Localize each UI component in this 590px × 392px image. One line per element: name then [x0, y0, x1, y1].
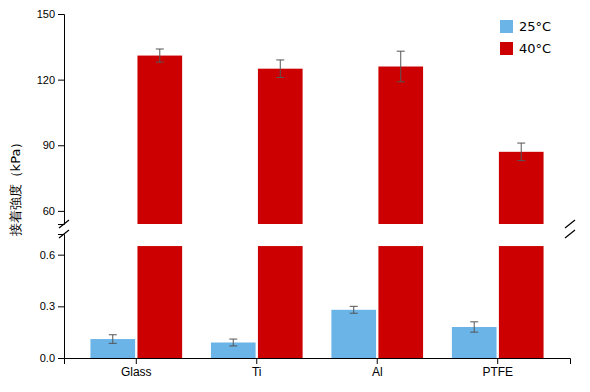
legend-item: 40°C: [500, 41, 551, 56]
y-axis-line: [58, 235, 65, 359]
error-bar: [517, 143, 525, 161]
x-tick-mark: [377, 358, 378, 364]
error-bar: [276, 60, 284, 78]
y-tick-mark: [58, 14, 64, 15]
y-tick: 0.6: [40, 249, 64, 261]
legend-swatch: [500, 20, 513, 33]
x-tick-label: PTFE: [482, 365, 513, 379]
x-tick: PTFE: [482, 358, 513, 379]
y-axis-line: [58, 15, 65, 225]
x-tick-mark: [497, 358, 498, 364]
y-axis: 60 90 120 150: [37, 8, 65, 224]
x-tick-label: Ti: [252, 365, 262, 379]
axis-break: [59, 230, 69, 238]
x-tick-label: Al: [372, 365, 383, 379]
bar: [258, 246, 303, 358]
y-tick-label: 0.3: [40, 300, 55, 312]
error-bar: [397, 51, 405, 82]
panel: 0.0 0.3 0.6 Glass Ti Al PTFE: [40, 230, 575, 379]
bar: [258, 69, 303, 224]
bar: [499, 246, 544, 358]
legend-item: 25°C: [500, 19, 551, 34]
y-tick-mark: [58, 358, 64, 359]
y-tick-label: 150: [37, 8, 55, 20]
x-tick: Ti: [252, 358, 262, 379]
error-bar: [156, 49, 164, 62]
plot-area: [90, 246, 543, 358]
x-tick: Al: [372, 358, 383, 379]
y-tick: 60: [43, 205, 64, 217]
y-tick-mark: [58, 80, 64, 81]
axis-break: [565, 230, 575, 238]
y-tick-mark: [58, 145, 64, 146]
x-tick: Glass: [121, 358, 152, 379]
y-tick-label: 120: [37, 74, 55, 86]
y-tick-label: 60: [43, 205, 55, 217]
y-axis-title: 接着強度（kPa）: [8, 136, 23, 237]
y-tick: 0.0: [40, 352, 64, 364]
x-axis: Glass Ti Al PTFE: [65, 358, 571, 379]
y-axis: 0.0 0.3 0.6: [40, 235, 65, 365]
x-tick-mark: [136, 358, 137, 364]
legend-swatch: [500, 42, 513, 55]
y-tick-mark: [58, 306, 64, 307]
axis-break: [565, 220, 575, 228]
chart: 60 90 120 150 0.0 0.3 0.6 Glass Ti Al PTFE 接着強度（kPa…: [0, 0, 590, 392]
bar: [137, 56, 182, 224]
legend: 25°C 40°C: [500, 19, 551, 56]
bar: [331, 310, 376, 358]
error-bar: [109, 335, 117, 344]
x-axis-line: [65, 359, 571, 365]
legend-label: 40°C: [519, 41, 551, 56]
y-tick: 0.3: [40, 300, 64, 312]
y-tick-label: 90: [43, 139, 55, 151]
x-tick-label: Glass: [121, 365, 152, 379]
x-tick-mark: [256, 358, 257, 364]
y-tick: 120: [37, 74, 64, 86]
bar: [378, 246, 423, 358]
legend-label: 25°C: [519, 19, 551, 34]
panel: 60 90 120 150: [37, 8, 575, 342]
plot-area: [137, 49, 543, 224]
y-tick-label: 0.6: [40, 249, 55, 261]
bar: [499, 152, 544, 224]
y-tick-label: 0.0: [40, 352, 55, 364]
bar: [378, 67, 423, 225]
y-tick-mark: [58, 211, 64, 212]
axis-break: [59, 220, 69, 228]
error-bar: [470, 322, 478, 332]
y-tick: 150: [37, 8, 64, 20]
bar: [137, 246, 182, 358]
error-bar: [350, 306, 358, 313]
y-tick: 90: [43, 139, 64, 151]
y-tick-mark: [58, 255, 64, 256]
error-bar: [229, 339, 237, 346]
